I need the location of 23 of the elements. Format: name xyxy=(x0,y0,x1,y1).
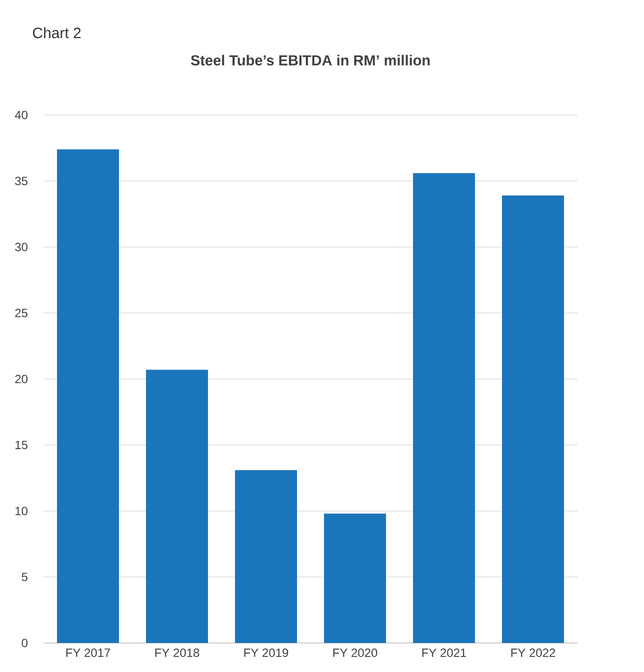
y-tick-label: 0 xyxy=(22,638,28,648)
y-tick-label: 20 xyxy=(15,374,28,384)
bar xyxy=(235,470,297,643)
y-tick-label: 10 xyxy=(16,506,28,516)
x-tick-label: FY 2021 xyxy=(422,648,466,658)
caption: Chart 2 xyxy=(32,27,81,38)
chart-title: Steel Tube’s EBITDA in RM’ million xyxy=(190,54,430,66)
y-tick-label: 40 xyxy=(14,110,28,120)
x-tick-label: FY 2018 xyxy=(155,648,200,658)
y-tick-label: 30 xyxy=(15,242,28,252)
x-tick-label: FY 2019 xyxy=(244,648,288,658)
x-tick-label: FY 2020 xyxy=(333,648,378,658)
bar xyxy=(502,196,564,643)
bar xyxy=(324,514,386,643)
y-tick-label: 5 xyxy=(22,572,28,582)
bar xyxy=(146,370,208,643)
y-tick-label: 25 xyxy=(15,308,28,318)
x-tick-label: FY 2017 xyxy=(66,648,110,658)
x-tick-label: FY 2022 xyxy=(511,648,556,658)
bar xyxy=(56,149,119,643)
bar xyxy=(412,173,475,643)
y-tick-label: 35 xyxy=(15,176,28,186)
y-tick-label: 15 xyxy=(16,440,28,450)
